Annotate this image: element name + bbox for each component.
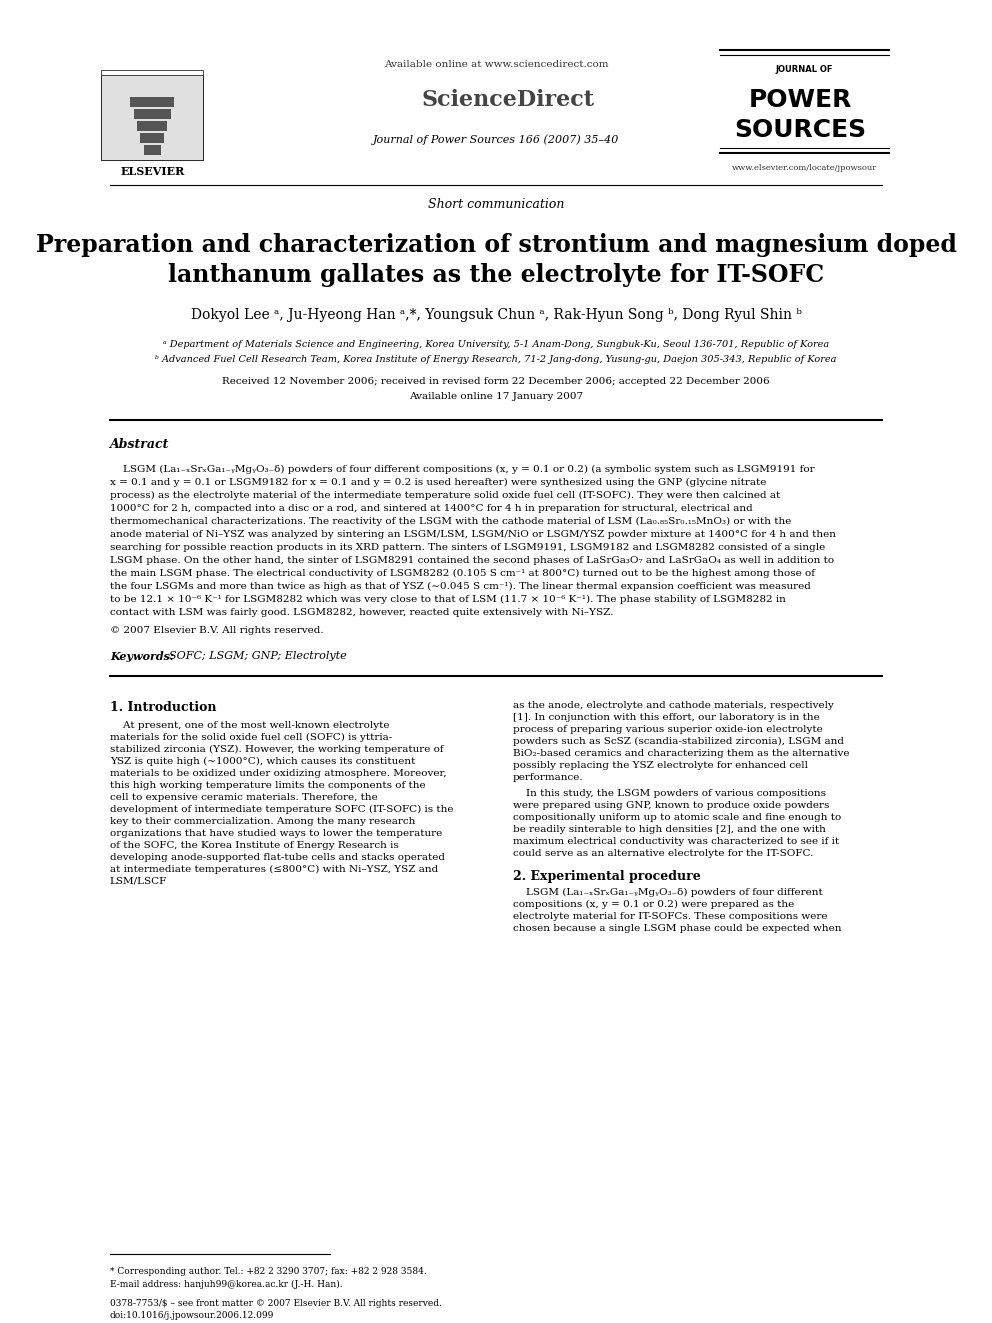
Text: In this study, the LSGM powders of various compositions: In this study, the LSGM powders of vario… xyxy=(513,789,826,798)
Text: could serve as an alternative electrolyte for the IT-SOFC.: could serve as an alternative electrolyt… xyxy=(513,848,813,857)
Text: key to their commercialization. Among the many research: key to their commercialization. Among th… xyxy=(110,816,416,826)
Bar xyxy=(101,70,203,160)
Text: cell to expensive ceramic materials. Therefore, the: cell to expensive ceramic materials. The… xyxy=(110,792,378,802)
Text: developing anode-supported flat-tube cells and stacks operated: developing anode-supported flat-tube cel… xyxy=(110,852,444,861)
Text: LSGM (La₁₋ₓSrₓGa₁₋ᵧMgᵧO₃₋δ) powders of four different: LSGM (La₁₋ₓSrₓGa₁₋ᵧMgᵧO₃₋δ) powders of f… xyxy=(513,888,822,897)
Text: ELSEVIER: ELSEVIER xyxy=(120,167,185,177)
Text: at intermediate temperatures (≤800°C) with Ni–YSZ, YSZ and: at intermediate temperatures (≤800°C) wi… xyxy=(110,865,438,873)
Text: process of preparing various superior oxide-ion electrolyte: process of preparing various superior ox… xyxy=(513,725,822,734)
Text: stabilized zirconia (YSZ). However, the working temperature of: stabilized zirconia (YSZ). However, the … xyxy=(110,745,443,754)
Text: 1000°C for 2 h, compacted into a disc or a rod, and sintered at 1400°C for 4 h i: 1000°C for 2 h, compacted into a disc or… xyxy=(110,504,753,513)
Text: © 2007 Elsevier B.V. All rights reserved.: © 2007 Elsevier B.V. All rights reserved… xyxy=(110,626,323,635)
Text: compositions (x, y = 0.1 or 0.2) were prepared as the: compositions (x, y = 0.1 or 0.2) were pr… xyxy=(513,900,795,909)
Text: ScienceDirect: ScienceDirect xyxy=(422,89,594,111)
Text: Preparation and characterization of strontium and magnesium doped: Preparation and characterization of stro… xyxy=(36,233,956,257)
Text: POWER: POWER xyxy=(748,87,852,112)
Text: electrolyte material for IT-SOFCs. These compositions were: electrolyte material for IT-SOFCs. These… xyxy=(513,912,827,921)
Text: materials to be oxidized under oxidizing atmosphere. Moreover,: materials to be oxidized under oxidizing… xyxy=(110,769,446,778)
Text: powders such as ScSZ (scandia-stabilized zirconia), LSGM and: powders such as ScSZ (scandia-stabilized… xyxy=(513,737,844,746)
Text: lanthanum gallates as the electrolyte for IT-SOFC: lanthanum gallates as the electrolyte fo… xyxy=(168,263,824,287)
Text: contact with LSM was fairly good. LSGM8282, however, reacted quite extensively w: contact with LSM was fairly good. LSGM82… xyxy=(110,607,613,617)
Bar xyxy=(134,108,171,119)
Text: LSM/LSCF: LSM/LSCF xyxy=(110,877,168,885)
Text: anode material of Ni–YSZ was analyzed by sintering an LSGM/LSM, LSGM/NiO or LSGM: anode material of Ni–YSZ was analyzed by… xyxy=(110,529,836,538)
Text: as the anode, electrolyte and cathode materials, respectively: as the anode, electrolyte and cathode ma… xyxy=(513,701,834,709)
Text: ᵇ Advanced Fuel Cell Research Team, Korea Institute of Energy Research, 71-2 Jan: ᵇ Advanced Fuel Cell Research Team, Kore… xyxy=(156,356,836,364)
Text: Abstract: Abstract xyxy=(110,438,170,451)
Text: LSGM (La₁₋ₓSrₓGa₁₋ᵧMgᵧO₃₋δ) powders of four different compositions (x, y = 0.1 o: LSGM (La₁₋ₓSrₓGa₁₋ᵧMgᵧO₃₋δ) powders of f… xyxy=(110,464,814,474)
Text: possibly replacing the YSZ electrolyte for enhanced cell: possibly replacing the YSZ electrolyte f… xyxy=(513,761,807,770)
Text: were prepared using GNP, known to produce oxide powders: were prepared using GNP, known to produc… xyxy=(513,800,829,810)
Text: Journal of Power Sources 166 (2007) 35–40: Journal of Power Sources 166 (2007) 35–4… xyxy=(373,135,619,146)
Text: ᵃ Department of Materials Science and Engineering, Korea University, 5-1 Anam-Do: ᵃ Department of Materials Science and En… xyxy=(163,340,829,349)
Bar xyxy=(130,97,175,107)
Text: x = 0.1 and y = 0.1 or LSGM9182 for x = 0.1 and y = 0.2 is used hereafter) were : x = 0.1 and y = 0.1 or LSGM9182 for x = … xyxy=(110,478,766,487)
Text: SOFC; LSGM; GNP; Electrolyte: SOFC; LSGM; GNP; Electrolyte xyxy=(170,651,347,660)
Text: LSGM phase. On the other hand, the sinter of LSGM8291 contained the second phase: LSGM phase. On the other hand, the sinte… xyxy=(110,556,834,565)
Text: materials for the solid oxide fuel cell (SOFC) is yttria-: materials for the solid oxide fuel cell … xyxy=(110,733,392,742)
Text: 1. Introduction: 1. Introduction xyxy=(110,701,216,713)
Text: this high working temperature limits the components of the: this high working temperature limits the… xyxy=(110,781,426,790)
Text: www.elsevier.com/locate/jpowsour: www.elsevier.com/locate/jpowsour xyxy=(731,164,877,172)
Text: compositionally uniform up to atomic scale and fine enough to: compositionally uniform up to atomic sca… xyxy=(513,812,841,822)
Text: YSZ is quite high (~1000°C), which causes its constituent: YSZ is quite high (~1000°C), which cause… xyxy=(110,757,416,766)
Text: of the SOFC, the Korea Institute of Energy Research is: of the SOFC, the Korea Institute of Ener… xyxy=(110,840,399,849)
Text: 0378-7753/$ – see front matter © 2007 Elsevier B.V. All rights reserved.: 0378-7753/$ – see front matter © 2007 El… xyxy=(110,1299,441,1308)
Text: Available online at www.sciencedirect.com: Available online at www.sciencedirect.co… xyxy=(384,61,608,70)
Text: JOURNAL OF: JOURNAL OF xyxy=(776,65,833,74)
Text: 2. Experimental procedure: 2. Experimental procedure xyxy=(513,869,700,882)
Text: chosen because a single LSGM phase could be expected when: chosen because a single LSGM phase could… xyxy=(513,923,841,933)
Text: organizations that have studied ways to lower the temperature: organizations that have studied ways to … xyxy=(110,828,442,837)
Text: E-mail address: hanjuh99@korea.ac.kr (J.-H. Han).: E-mail address: hanjuh99@korea.ac.kr (J.… xyxy=(110,1279,342,1289)
Text: doi:10.1016/j.jpowsour.2006.12.099: doi:10.1016/j.jpowsour.2006.12.099 xyxy=(110,1311,274,1320)
Text: to be 12.1 × 10⁻⁶ K⁻¹ for LSGM8282 which was very close to that of LSM (11.7 × 1: to be 12.1 × 10⁻⁶ K⁻¹ for LSGM8282 which… xyxy=(110,595,786,603)
Text: be readily sinterable to high densities [2], and the one with: be readily sinterable to high densities … xyxy=(513,824,825,833)
Text: [1]. In conjunction with this effort, our laboratory is in the: [1]. In conjunction with this effort, ou… xyxy=(513,713,819,722)
Text: process) as the electrolyte material of the intermediate temperature solid oxide: process) as the electrolyte material of … xyxy=(110,491,780,500)
Bar xyxy=(137,120,168,131)
Bar xyxy=(101,75,203,160)
Text: Short communication: Short communication xyxy=(428,198,564,212)
Text: Keywords:: Keywords: xyxy=(110,651,174,662)
Text: development of intermediate temperature SOFC (IT-SOFC) is the: development of intermediate temperature … xyxy=(110,804,453,814)
Text: performance.: performance. xyxy=(513,773,583,782)
Text: Received 12 November 2006; received in revised form 22 December 2006; accepted 2: Received 12 November 2006; received in r… xyxy=(222,377,770,386)
Bar xyxy=(144,146,161,155)
Text: At present, one of the most well-known electrolyte: At present, one of the most well-known e… xyxy=(110,721,390,730)
Bar xyxy=(141,132,164,143)
Text: BiO₂-based ceramics and characterizing them as the alternative: BiO₂-based ceramics and characterizing t… xyxy=(513,749,849,758)
Text: the four LSGMs and more than twice as high as that of YSZ (∼0.045 S cm⁻¹). The l: the four LSGMs and more than twice as hi… xyxy=(110,582,810,591)
Text: thermomechanical characterizations. The reactivity of the LSGM with the cathode : thermomechanical characterizations. The … xyxy=(110,517,792,527)
Text: the main LSGM phase. The electrical conductivity of LSGM8282 (0.105 S cm⁻¹ at 80: the main LSGM phase. The electrical cond… xyxy=(110,569,814,578)
Text: maximum electrical conductivity was characterized to see if it: maximum electrical conductivity was char… xyxy=(513,836,839,845)
Text: searching for possible reaction products in its XRD pattern. The sinters of LSGM: searching for possible reaction products… xyxy=(110,542,825,552)
Text: Available online 17 January 2007: Available online 17 January 2007 xyxy=(409,393,583,401)
Text: * Corresponding author. Tel.: +82 2 3290 3707; fax: +82 2 928 3584.: * Corresponding author. Tel.: +82 2 3290… xyxy=(110,1267,427,1277)
Text: Dokyol Lee ᵃ, Ju-Hyeong Han ᵃ,*, Youngsuk Chun ᵃ, Rak-Hyun Song ᵇ, Dong Ryul Shi: Dokyol Lee ᵃ, Ju-Hyeong Han ᵃ,*, Youngsu… xyxy=(190,308,802,321)
Text: SOURCES: SOURCES xyxy=(734,118,866,142)
